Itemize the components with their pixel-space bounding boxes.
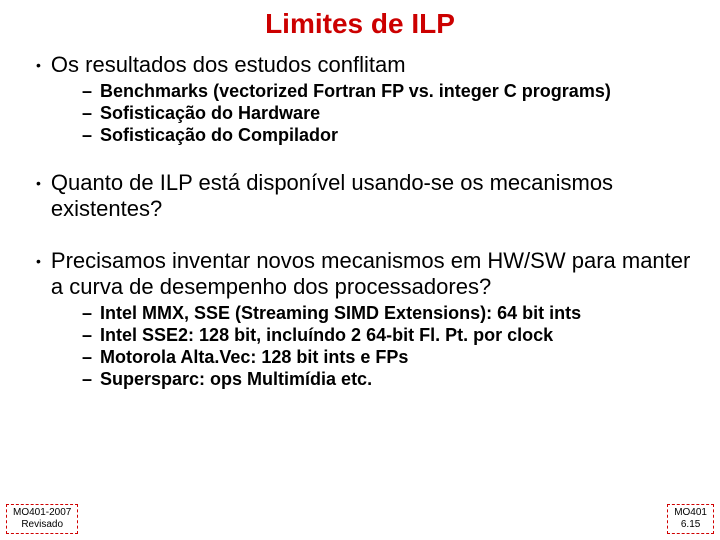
footer-right-line1: MO401: [674, 507, 707, 519]
bullet-marker: •: [36, 52, 41, 78]
dash-marker: –: [82, 368, 92, 390]
bullet-1: • Os resultados dos estudos conflitam: [36, 52, 696, 78]
sub-text: Sofisticação do Compilador: [100, 124, 338, 146]
slide-title: Limites de ILP: [0, 0, 720, 46]
bullet-2: • Quanto de ILP está disponível usando-s…: [36, 170, 696, 222]
sub-item: – Motorola Alta.Vec: 128 bit ints e FPs: [82, 346, 696, 368]
sub-text: Supersparc: ops Multimídia etc.: [100, 368, 372, 390]
bullet-text: Os resultados dos estudos conflitam: [51, 52, 406, 78]
bullet-text: Quanto de ILP está disponível usando-se …: [51, 170, 696, 222]
sub-item: – Sofisticação do Hardware: [82, 102, 696, 124]
sub-text: Sofisticação do Hardware: [100, 102, 320, 124]
bullet-3: • Precisamos inventar novos mecanismos e…: [36, 248, 696, 300]
sub-text: Intel SSE2: 128 bit, incluíndo 2 64-bit …: [100, 324, 553, 346]
sub-item: – Sofisticação do Compilador: [82, 124, 696, 146]
bullet-marker: •: [36, 170, 41, 196]
sub-item: – Supersparc: ops Multimídia etc.: [82, 368, 696, 390]
sub-item: – Intel MMX, SSE (Streaming SIMD Extensi…: [82, 302, 696, 324]
footer-left-line2: Revisado: [13, 519, 71, 531]
footer-right-box: MO401 6.15: [667, 504, 714, 534]
footer-left-box: MO401-2007 Revisado: [6, 504, 78, 534]
dash-marker: –: [82, 80, 92, 102]
dash-marker: –: [82, 102, 92, 124]
dash-marker: –: [82, 346, 92, 368]
dash-marker: –: [82, 302, 92, 324]
footer-left-line1: MO401-2007: [13, 507, 71, 519]
footer-right-line2: 6.15: [674, 519, 707, 531]
sublist-3: – Intel MMX, SSE (Streaming SIMD Extensi…: [82, 302, 696, 390]
sublist-1: – Benchmarks (vectorized Fortran FP vs. …: [82, 80, 696, 146]
bullet-text: Precisamos inventar novos mecanismos em …: [51, 248, 696, 300]
dash-marker: –: [82, 124, 92, 146]
dash-marker: –: [82, 324, 92, 346]
bullet-marker: •: [36, 248, 41, 274]
sub-text: Intel MMX, SSE (Streaming SIMD Extension…: [100, 302, 581, 324]
sub-item: – Benchmarks (vectorized Fortran FP vs. …: [82, 80, 696, 102]
title-text: Limites de ILP: [265, 8, 455, 39]
sub-text: Motorola Alta.Vec: 128 bit ints e FPs: [100, 346, 408, 368]
sub-item: – Intel SSE2: 128 bit, incluíndo 2 64-bi…: [82, 324, 696, 346]
sub-text: Benchmarks (vectorized Fortran FP vs. in…: [100, 80, 611, 102]
slide-content: • Os resultados dos estudos conflitam – …: [0, 52, 720, 390]
